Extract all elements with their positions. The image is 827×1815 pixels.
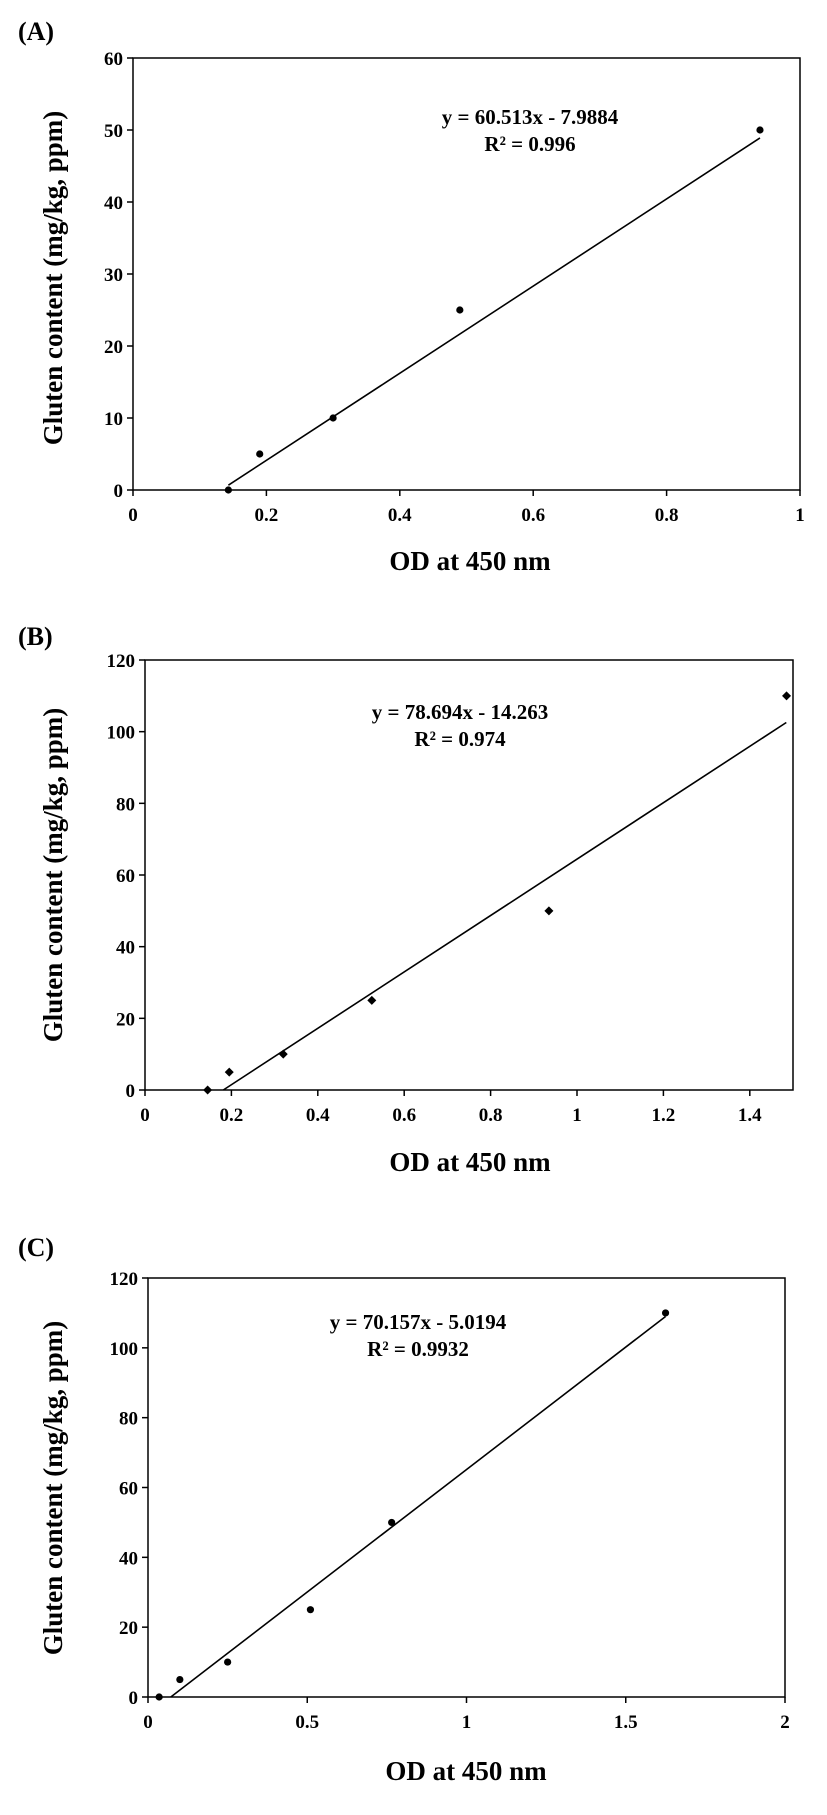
panel-label: (A) [18,17,54,46]
data-point [176,1675,184,1684]
y-tick-label: 60 [119,1479,138,1500]
x-axis-title: OD at 450 nm [389,1147,551,1177]
trendline [227,137,761,486]
panel-label: (C) [18,1233,54,1262]
r-squared-label: R² = 0.996 [484,132,575,156]
data-point [256,450,264,458]
data-point [329,414,337,422]
data-point [306,1606,315,1614]
y-tick-label: 50 [104,121,123,142]
x-tick-label: 1.2 [652,1105,676,1126]
x-tick-label: 0.6 [392,1105,416,1126]
r-squared-label: R² = 0.974 [414,727,506,751]
x-tick-label: 0.8 [655,505,679,526]
r-squared-label: R² = 0.9932 [367,1337,469,1361]
x-tick-label: 0 [143,1712,153,1733]
y-tick-label: 60 [116,866,135,887]
x-tick-label: 0.8 [479,1105,503,1126]
y-axis-title: Gluten content (mg/kg, ppm) [38,1321,68,1656]
data-point [224,1658,232,1666]
chart-panel-a: (A) 0 0.2 0.4 0.6 0.8 1 0 10 20 30 40 50 60 OD at 450 … [0,0,827,605]
plot-frame [144,659,794,1091]
y-tick-label: 40 [104,193,123,214]
x-tick-label: 1.4 [738,1105,762,1126]
y-axis-title: Gluten content (mg/kg, ppm) [38,111,68,446]
y-tick-label: 40 [116,938,135,959]
y-tick-label: 0 [114,481,124,502]
x-tick-label: 0.4 [306,1105,330,1126]
data-point [756,126,764,134]
y-tick-label: 80 [119,1409,138,1430]
y-tick-label: 100 [107,723,136,744]
x-tick-label: 0 [128,505,138,526]
x-tick-label: 1 [462,1712,472,1733]
x-tick-label: 1.5 [614,1712,638,1733]
data-point [661,1309,670,1317]
y-tick-label: 0 [126,1081,136,1102]
y-tick-label: 120 [107,651,136,672]
x-tick-label: 0.4 [388,505,412,526]
y-axis-title: Gluten content (mg/kg, ppm) [38,708,68,1043]
data-point [456,306,464,314]
x-tick-label: 0 [140,1105,150,1126]
trendline [170,1315,667,1698]
x-tick-label: 0.2 [220,1105,244,1126]
regression-equation: y = 70.157x - 5.0194 [330,1310,507,1334]
y-tick-label: 10 [104,409,123,430]
data-point [544,906,554,916]
panel-label: (B) [18,622,53,651]
y-tick-label: 100 [110,1339,139,1360]
regression-equation: y = 78.694x - 14.263 [372,700,548,724]
regression-equation: y = 60.513x - 7.9884 [442,105,619,129]
chart-panel-b: (B) 0 0.2 0.4 0.6 0.8 1 1.2 1.4 0 20 40 60 80 100 120 OD… [0,605,827,1210]
y-tick-label: 20 [119,1618,138,1639]
x-tick-label: 1 [572,1105,582,1126]
data-point [367,995,377,1005]
data-point [224,1067,234,1077]
data-point [203,1085,213,1095]
y-tick-label: 80 [116,794,135,815]
data-point [278,1049,288,1059]
x-tick-label: 2 [780,1712,790,1733]
data-point [155,1693,163,1701]
y-tick-label: 20 [116,1009,135,1030]
chart-panel-c: (C) 0 0.5 1 1.5 2 0 20 40 60 80 100 120 OD at 450 nm G… [0,1210,827,1815]
x-tick-label: 0.2 [255,505,279,526]
data-point [782,691,792,701]
x-axis-title: OD at 450 nm [385,1756,547,1786]
x-axis-title: OD at 450 nm [389,546,551,576]
chart-b-svg: (B) 0 0.2 0.4 0.6 0.8 1 1.2 1.4 0 20 40 60 80 100 120 OD… [18,622,794,1177]
data-point [388,1518,396,1527]
y-tick-label: 120 [110,1269,139,1290]
y-tick-label: 40 [119,1548,138,1569]
y-tick-label: 20 [104,337,123,358]
y-tick-label: 0 [129,1688,139,1709]
data-point [224,486,232,494]
y-tick-label: 30 [104,265,123,286]
x-tick-label: 1 [795,505,805,526]
y-tick-label: 60 [104,49,123,70]
x-tick-label: 0.6 [521,505,545,526]
trendline [222,721,787,1091]
x-tick-label: 0.5 [295,1712,319,1733]
